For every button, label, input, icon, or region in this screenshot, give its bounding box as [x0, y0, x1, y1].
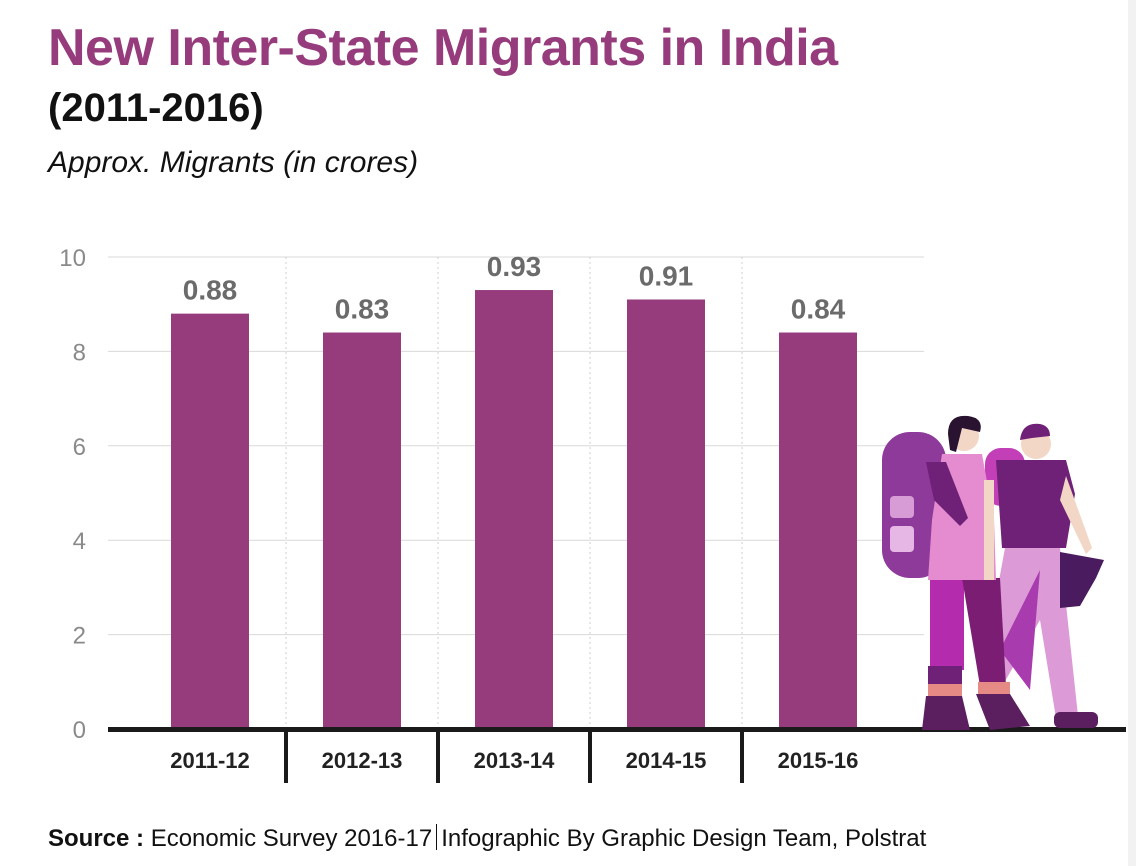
- x-tick-label: 2013-14: [474, 748, 556, 773]
- bar: [171, 313, 249, 729]
- data-label: 0.83: [335, 294, 390, 325]
- data-label: 0.91: [639, 260, 694, 291]
- backpacker-couple-illustration: [882, 415, 1104, 730]
- x-axis-baseline: [108, 727, 1126, 732]
- page-edge: [1128, 0, 1136, 866]
- x-tick-label: 2012-13: [322, 748, 403, 773]
- x-axis-categories: 2011-12 2012-13 2013-14 2014-15 2015-16: [170, 748, 858, 773]
- data-label: 0.84: [791, 294, 846, 325]
- bars: [171, 290, 857, 729]
- y-tick-label: 8: [73, 339, 86, 366]
- chart-title: New Inter-State Migrants in India: [48, 19, 838, 77]
- credit-text: Infographic By Graphic Design Team, Pols…: [441, 825, 927, 852]
- x-axis: [108, 727, 1126, 783]
- unit-label: Approx. Migrants (in crores): [48, 146, 419, 179]
- data-label: 0.93: [487, 251, 542, 282]
- source-text: Economic Survey 2016-17: [144, 825, 433, 852]
- y-tick-label: 4: [73, 528, 86, 555]
- x-tick-label: 2011-12: [170, 748, 250, 773]
- x-axis-divider: [436, 729, 440, 783]
- data-labels: 0.88 0.83 0.93 0.91 0.84: [183, 251, 846, 324]
- y-axis-ticks: 0 2 4 6 8 10: [59, 245, 86, 744]
- bar: [475, 290, 553, 729]
- y-tick-label: 2: [73, 623, 86, 650]
- separator: [436, 824, 438, 850]
- bar: [779, 332, 857, 729]
- y-tick-label: 10: [59, 245, 86, 272]
- y-tick-label: 0: [73, 717, 86, 744]
- x-tick-label: 2014-15: [626, 748, 707, 773]
- bar: [627, 299, 705, 729]
- data-label: 0.88: [183, 275, 238, 306]
- source-footer: Source : Economic Survey 2016-17 Infograp…: [48, 824, 926, 853]
- x-tick-label: 2015-16: [778, 748, 859, 773]
- x-axis-divider: [740, 729, 744, 783]
- y-tick-label: 6: [73, 434, 86, 461]
- source-label: Source :: [48, 825, 145, 852]
- chart-subtitle: (2011-2016): [48, 86, 264, 130]
- bar: [323, 332, 401, 729]
- x-axis-divider: [588, 729, 592, 783]
- x-axis-divider: [284, 729, 288, 783]
